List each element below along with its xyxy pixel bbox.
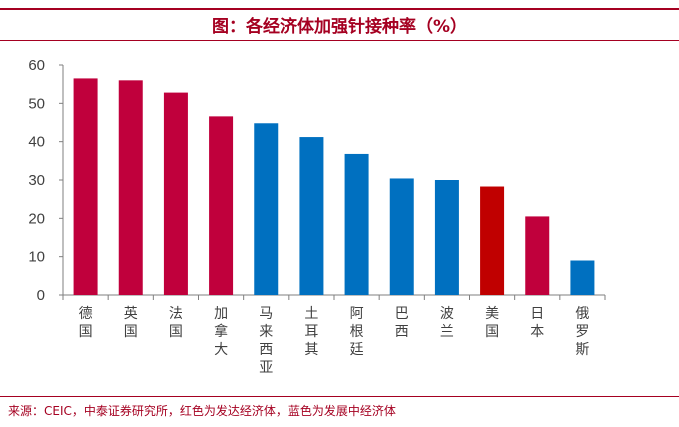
title-rule	[0, 40, 679, 41]
chart-title: 图：各经济体加强针接种率（%）	[211, 17, 468, 37]
bar	[299, 137, 324, 295]
x-category-label: 马来西亚	[259, 306, 273, 376]
source-note: 来源：CEIC，中泰证券研究所，红色为发达经济体，蓝色为发展中经济体	[8, 404, 396, 418]
bar	[389, 178, 414, 295]
y-tick-label: 0	[37, 287, 45, 304]
x-category-label: 土耳其	[304, 306, 318, 358]
y-tick-label: 10	[28, 249, 45, 266]
top-rule	[0, 8, 679, 10]
y-tick-label: 20	[28, 210, 45, 227]
y-tick-label: 50	[28, 95, 45, 112]
x-category-label: 美国	[485, 306, 499, 340]
y-tick-label: 40	[28, 134, 45, 151]
bar	[254, 123, 279, 296]
bar	[118, 80, 143, 295]
y-tick-label: 30	[28, 172, 45, 189]
x-category-label: 英国	[124, 305, 138, 340]
bottom-rule	[0, 396, 679, 397]
bar	[525, 216, 550, 295]
x-category-label: 日本	[530, 306, 544, 340]
y-tick-label: 60	[28, 57, 45, 74]
bar	[209, 116, 234, 295]
x-category-label: 俄罗斯	[575, 306, 589, 358]
x-category-label: 阿根廷	[350, 306, 364, 358]
bar	[163, 92, 188, 295]
bar	[344, 153, 369, 295]
bar	[434, 180, 459, 295]
bar	[570, 260, 595, 295]
x-category-label: 巴西	[395, 306, 409, 340]
bar	[73, 78, 98, 296]
x-category-label: 德国	[79, 306, 93, 340]
x-category-label: 波兰	[440, 306, 454, 340]
x-category-label: 法国	[169, 306, 183, 340]
bar	[480, 186, 505, 295]
x-category-label: 加拿大	[214, 306, 228, 358]
